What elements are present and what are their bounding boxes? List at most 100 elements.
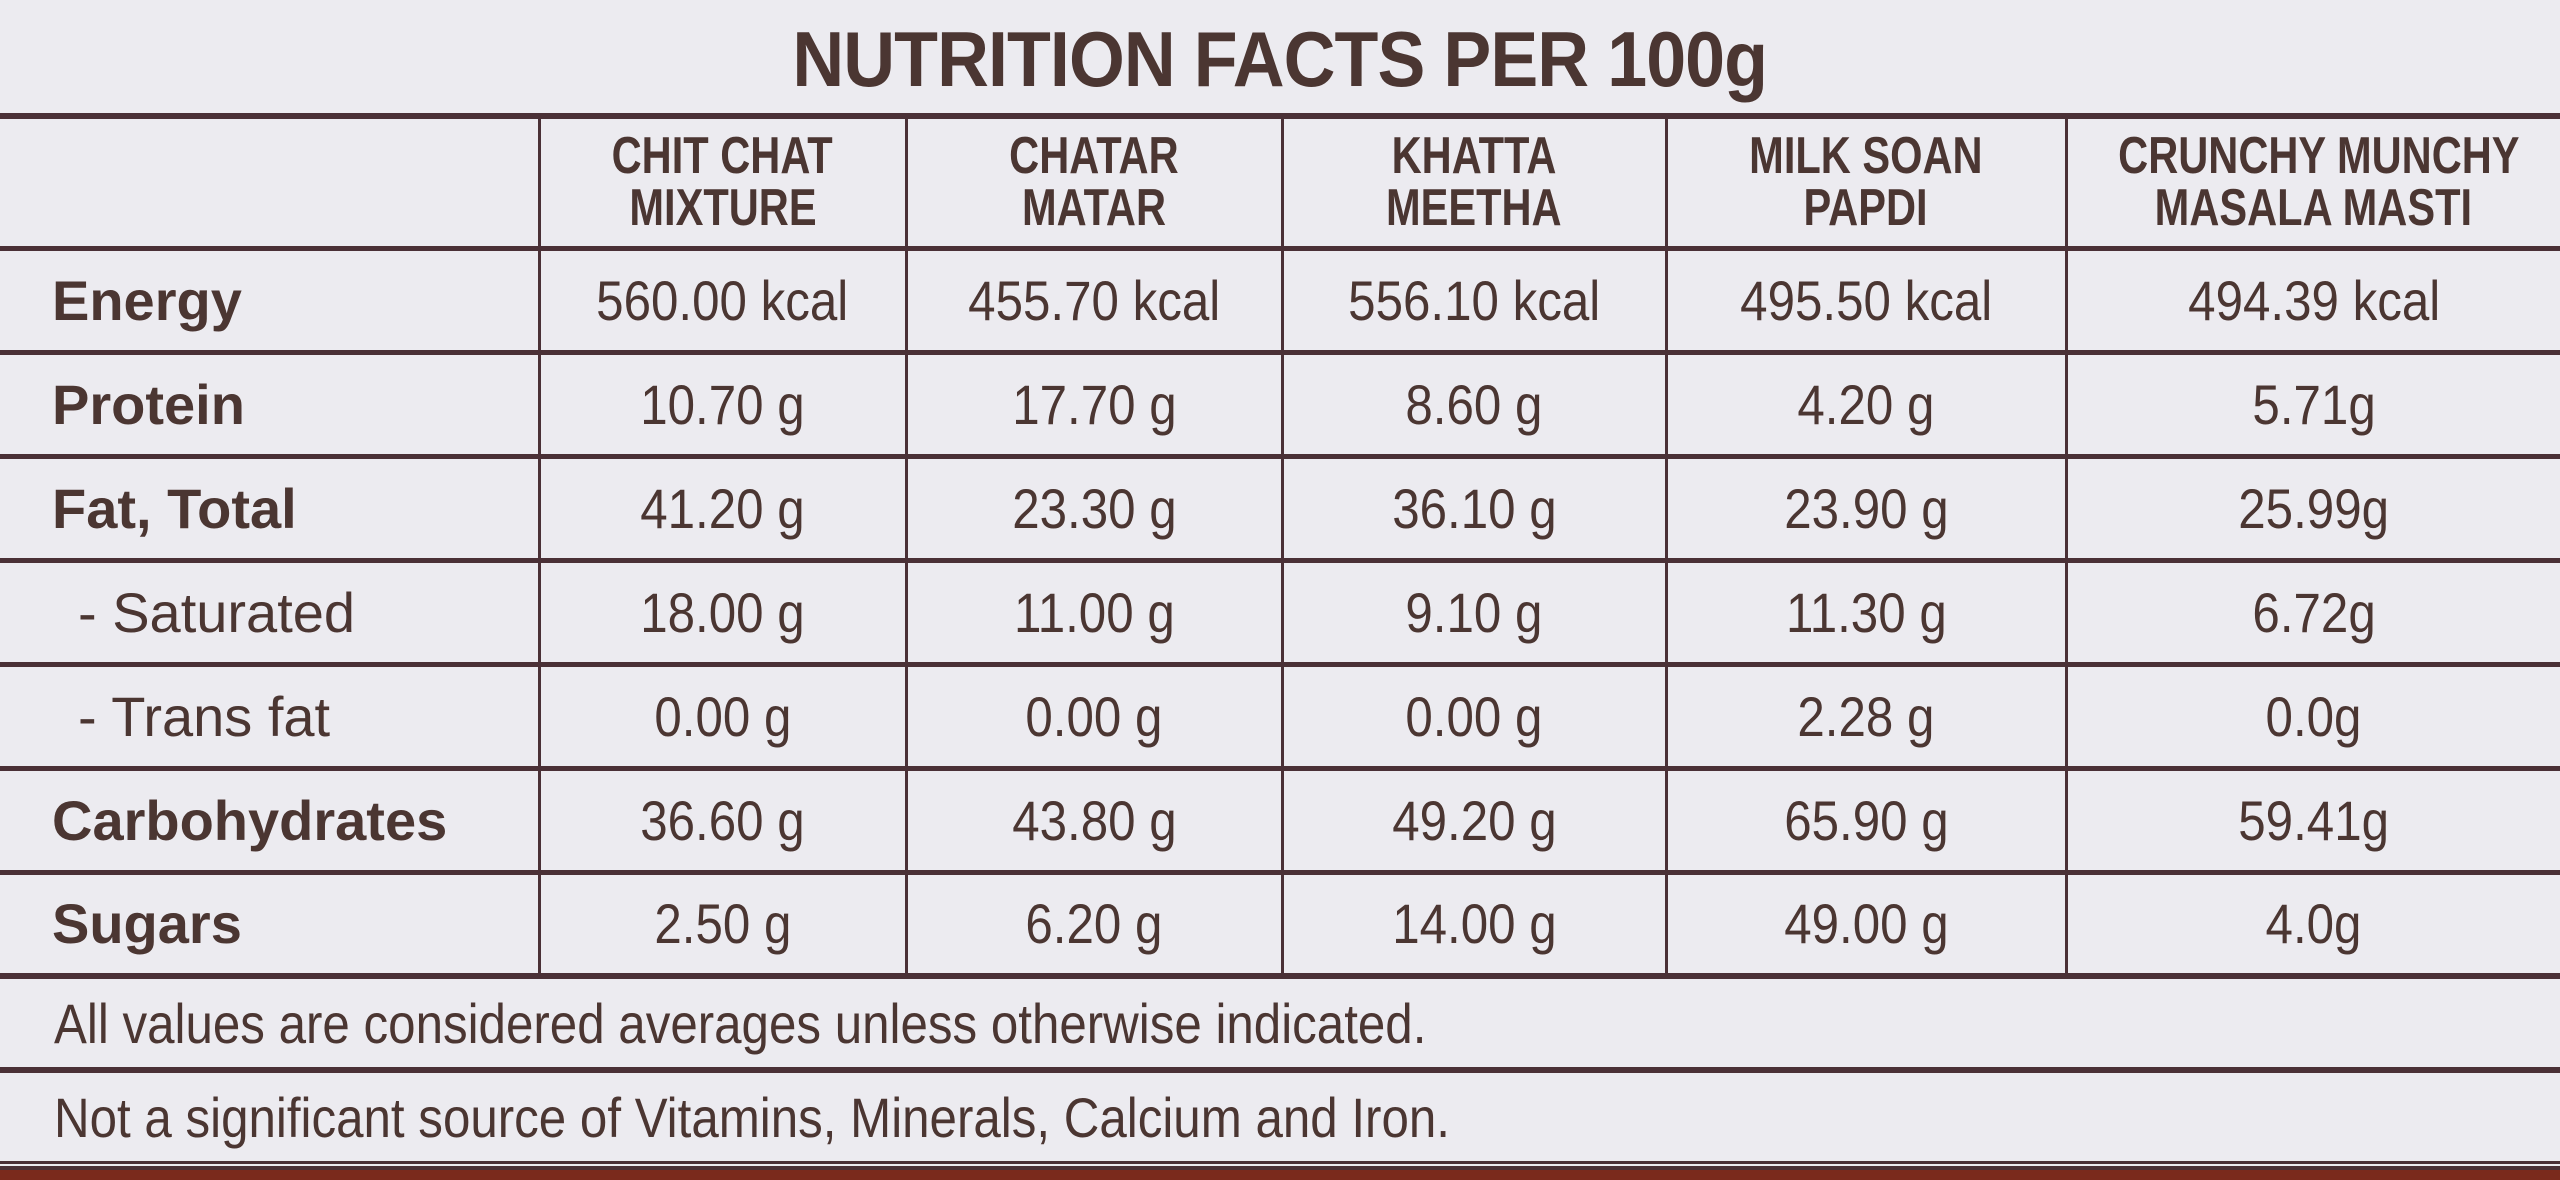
value-text: 2.50 g xyxy=(653,892,792,956)
table-row: - Saturated 18.00 g 11.00 g 9.10 g 11.30 g 6.… xyxy=(0,557,2560,666)
value-text: 11.30 g xyxy=(1785,580,1947,644)
value-text: 455.70 kcal xyxy=(967,268,1221,332)
value-text: 0.00 g xyxy=(1405,684,1543,748)
value-cell: 11.30 g xyxy=(1664,557,2068,666)
table-row: Carbohydrates 36.60 g 43.80 g 49.20 g 65.90 … xyxy=(0,765,2560,874)
package-edge xyxy=(0,1166,2560,1180)
footnote-text: Not a significant source of Vitamins, Mi… xyxy=(54,1085,1450,1149)
value-cell: 2.28 g xyxy=(1664,661,2068,770)
value-cell: 65.90 g xyxy=(1664,765,2068,874)
value-text: 0.0g xyxy=(2265,684,2362,748)
value-cell: 494.39 kcal xyxy=(2064,245,2560,354)
column-header-line: CRUNCHY MUNCHY xyxy=(2117,127,2520,186)
value-cell: 14.00 g xyxy=(1280,869,1668,978)
value-text: 10.70 g xyxy=(640,372,805,436)
value-cell: 0.0g xyxy=(2064,661,2560,770)
value-text: 0.00 g xyxy=(1025,684,1163,748)
row-label: Carbohydrates xyxy=(0,765,541,874)
row-label: Sugars xyxy=(0,869,541,978)
table-row: Energy 560.00 kcal 455.70 kcal 556.10 kcal 4… xyxy=(0,245,2560,354)
value-text: 23.90 g xyxy=(1783,476,1949,540)
value-cell: 0.00 g xyxy=(537,661,908,770)
table-row: Protein 10.70 g 17.70 g 8.60 g 4.20 g 5.71g xyxy=(0,349,2560,458)
column-header-line: CHIT CHAT xyxy=(611,127,834,186)
row-label: Protein xyxy=(0,349,541,458)
value-cell: 25.99g xyxy=(2064,453,2560,562)
value-text: 43.80 g xyxy=(1011,788,1177,852)
value-text: 49.20 g xyxy=(1391,788,1557,852)
column-header-line: MASALA MASTI xyxy=(2155,179,2473,238)
value-text: 6.20 g xyxy=(1025,892,1163,956)
value-cell: 4.0g xyxy=(2064,869,2560,978)
title-text: NUTRITION FACTS PER 100g xyxy=(792,15,1769,103)
footnote-text: All values are considered averages unles… xyxy=(54,991,1427,1055)
value-cell: 455.70 kcal xyxy=(904,245,1284,354)
table-row: Sugars 2.50 g 6.20 g 14.00 g 49.00 g 4.0g xyxy=(0,869,2560,978)
value-text: 49.00 g xyxy=(1783,892,1949,956)
value-cell: 5.71g xyxy=(2064,349,2560,458)
value-cell: 8.60 g xyxy=(1280,349,1668,458)
row-label: Fat, Total xyxy=(0,453,541,562)
row-label: - Trans fat xyxy=(0,661,541,770)
column-header: CRUNCHY MUNCHY MASALA MASTI xyxy=(2064,114,2560,250)
column-header: KHATTA MEETHA xyxy=(1280,114,1668,250)
value-cell: 59.41g xyxy=(2064,765,2560,874)
column-header-line: MATAR xyxy=(1021,179,1167,238)
footnote-row: Not a significant source of Vitamins, Mi… xyxy=(0,1067,2560,1164)
value-cell: 6.72g xyxy=(2064,557,2560,666)
value-text: 494.39 kcal xyxy=(2187,268,2440,332)
value-cell: 36.60 g xyxy=(537,765,908,874)
value-text: 560.00 kcal xyxy=(596,268,849,332)
value-text: 556.10 kcal xyxy=(1347,268,1601,332)
row-label: - Saturated xyxy=(0,557,541,666)
footnote: All values are considered averages unles… xyxy=(0,973,2560,1072)
column-header-line: MIXTURE xyxy=(628,179,817,238)
column-header: MILK SOAN PAPDI xyxy=(1664,114,2068,250)
value-text: 6.72g xyxy=(2252,580,2376,644)
column-header-line: KHATTA xyxy=(1391,127,1557,186)
value-cell: 10.70 g xyxy=(537,349,908,458)
header-empty-cell xyxy=(0,114,541,250)
value-text: 0.00 g xyxy=(653,684,792,748)
value-text: 9.10 g xyxy=(1405,580,1543,644)
footnote-row: All values are considered averages unles… xyxy=(0,973,2560,1072)
column-header: CHATAR MATAR xyxy=(904,114,1284,250)
value-cell: 2.50 g xyxy=(537,869,908,978)
column-header-line: MEETHA xyxy=(1386,179,1562,238)
value-text: 41.20 g xyxy=(640,476,805,540)
column-header-line: PAPDI xyxy=(1803,179,1929,238)
value-text: 18.00 g xyxy=(640,580,805,644)
value-text: 65.90 g xyxy=(1783,788,1949,852)
value-cell: 49.00 g xyxy=(1664,869,2068,978)
value-text: 11.00 g xyxy=(1013,580,1175,644)
value-text: 2.28 g xyxy=(1797,684,1935,748)
footnote: Not a significant source of Vitamins, Mi… xyxy=(0,1067,2560,1164)
value-text: 23.30 g xyxy=(1011,476,1177,540)
value-cell: 4.20 g xyxy=(1664,349,2068,458)
value-cell: 495.50 kcal xyxy=(1664,245,2068,354)
value-text: 17.70 g xyxy=(1011,372,1177,436)
value-text: 495.50 kcal xyxy=(1739,268,1993,332)
value-text: 36.10 g xyxy=(1391,476,1557,540)
table-row: - Trans fat 0.00 g 0.00 g 0.00 g 2.28 g 0.0g xyxy=(0,661,2560,770)
value-text: 25.99g xyxy=(2238,476,2390,540)
value-text: 59.41g xyxy=(2238,788,2390,852)
table-row: Fat, Total 41.20 g 23.30 g 36.10 g 23.90 g 25… xyxy=(0,453,2560,562)
value-text: 5.71g xyxy=(2252,372,2376,436)
value-cell: 23.90 g xyxy=(1664,453,2068,562)
value-cell: 9.10 g xyxy=(1280,557,1668,666)
value-cell: 49.20 g xyxy=(1280,765,1668,874)
row-label: Energy xyxy=(0,245,541,354)
column-header: CHIT CHAT MIXTURE xyxy=(537,114,908,250)
header-row: CHIT CHAT MIXTURE CHATAR MATAR KHATTA MEETHA M… xyxy=(0,114,2560,250)
value-text: 36.60 g xyxy=(640,788,805,852)
value-cell: 36.10 g xyxy=(1280,453,1668,562)
nutrition-table: CHIT CHAT MIXTURE CHATAR MATAR KHATTA MEETHA M… xyxy=(0,113,2560,1164)
value-text: 4.0g xyxy=(2265,892,2362,956)
value-text: 4.20 g xyxy=(1797,372,1935,436)
value-cell: 0.00 g xyxy=(1280,661,1668,770)
value-cell: 43.80 g xyxy=(904,765,1284,874)
value-cell: 23.30 g xyxy=(904,453,1284,562)
value-cell: 556.10 kcal xyxy=(1280,245,1668,354)
value-text: 14.00 g xyxy=(1391,892,1557,956)
